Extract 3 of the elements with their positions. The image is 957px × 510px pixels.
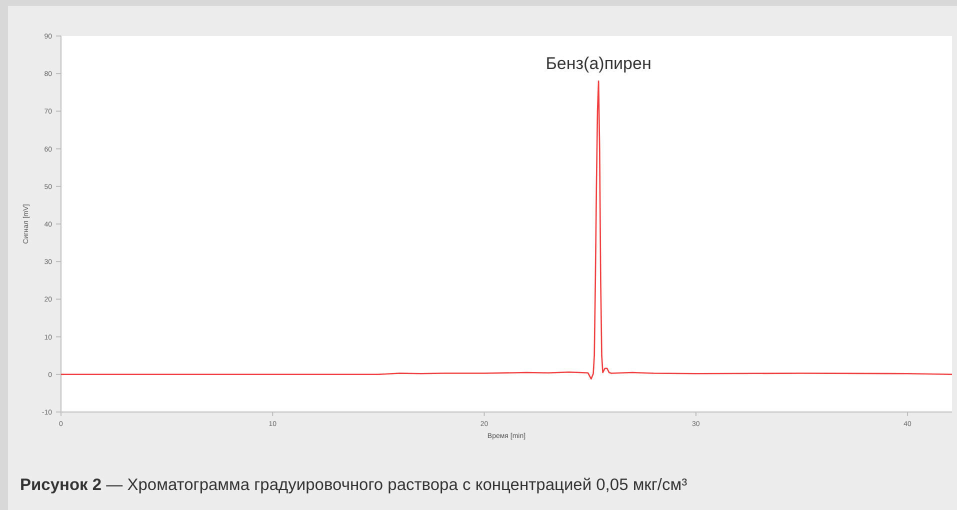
line-series bbox=[60, 80, 953, 380]
text: Рисунок 2 — Хроматограмма градуировочного раствора с концентрацией 0,05 мкг/см³ bbox=[20, 476, 688, 494]
annotation: Бенз(а)пирен bbox=[546, 54, 652, 74]
